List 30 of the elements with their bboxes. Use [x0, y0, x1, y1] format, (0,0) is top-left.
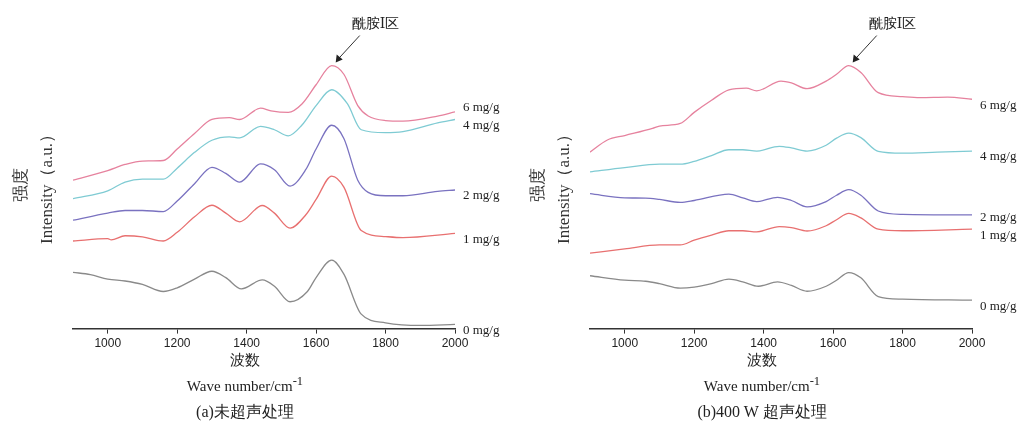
- x-tick-label: 1800: [372, 336, 400, 351]
- y-axis-title: 强度 Intensity（a.u.）: [10, 125, 57, 245]
- x-tick-label: 1200: [163, 336, 191, 351]
- x-tick-label: 1400: [750, 336, 778, 351]
- series-label: 6 mg/g: [980, 96, 1017, 112]
- x-tick-label: 1000: [94, 336, 122, 351]
- series-label: 2 mg/g: [463, 187, 500, 203]
- text: (b)400 W 超声处理: [697, 403, 827, 420]
- text: (a)未超声处理: [196, 403, 294, 420]
- x-tick-label: 1600: [819, 336, 847, 351]
- y-axis-title: 强度 Intensity（a.u.）: [527, 125, 574, 245]
- x-tick-label: 2000: [441, 336, 469, 351]
- x-axis-title: 波数 Wave number/cm$^{-1}$: [702, 351, 822, 396]
- x-tick-label: 2000: [958, 336, 986, 351]
- x-tick-label: 1200: [680, 336, 708, 351]
- x-tick-label: 1400: [233, 336, 261, 351]
- series-label: 1 mg/g: [980, 226, 1017, 242]
- annotation: 酰胺Ⅰ区: [868, 15, 917, 32]
- series-label: 4 mg/g: [463, 116, 500, 132]
- series-label: 1 mg/g: [463, 230, 500, 246]
- x-tick-label: 1800: [889, 336, 917, 351]
- x-tick-label: 1000: [611, 336, 639, 351]
- x-tick-label: 1600: [302, 336, 330, 351]
- series-label: 4 mg/g: [980, 148, 1017, 164]
- annotation: 酰胺Ⅰ区: [351, 15, 400, 32]
- series-label: 6 mg/g: [463, 98, 500, 114]
- series-label: 0 mg/g: [463, 321, 500, 337]
- series-label: 2 mg/g: [980, 208, 1017, 224]
- series-label: 0 mg/g: [980, 297, 1017, 313]
- x-axis-title: 波数 Wave number/cm$^{-1}$: [185, 351, 305, 396]
